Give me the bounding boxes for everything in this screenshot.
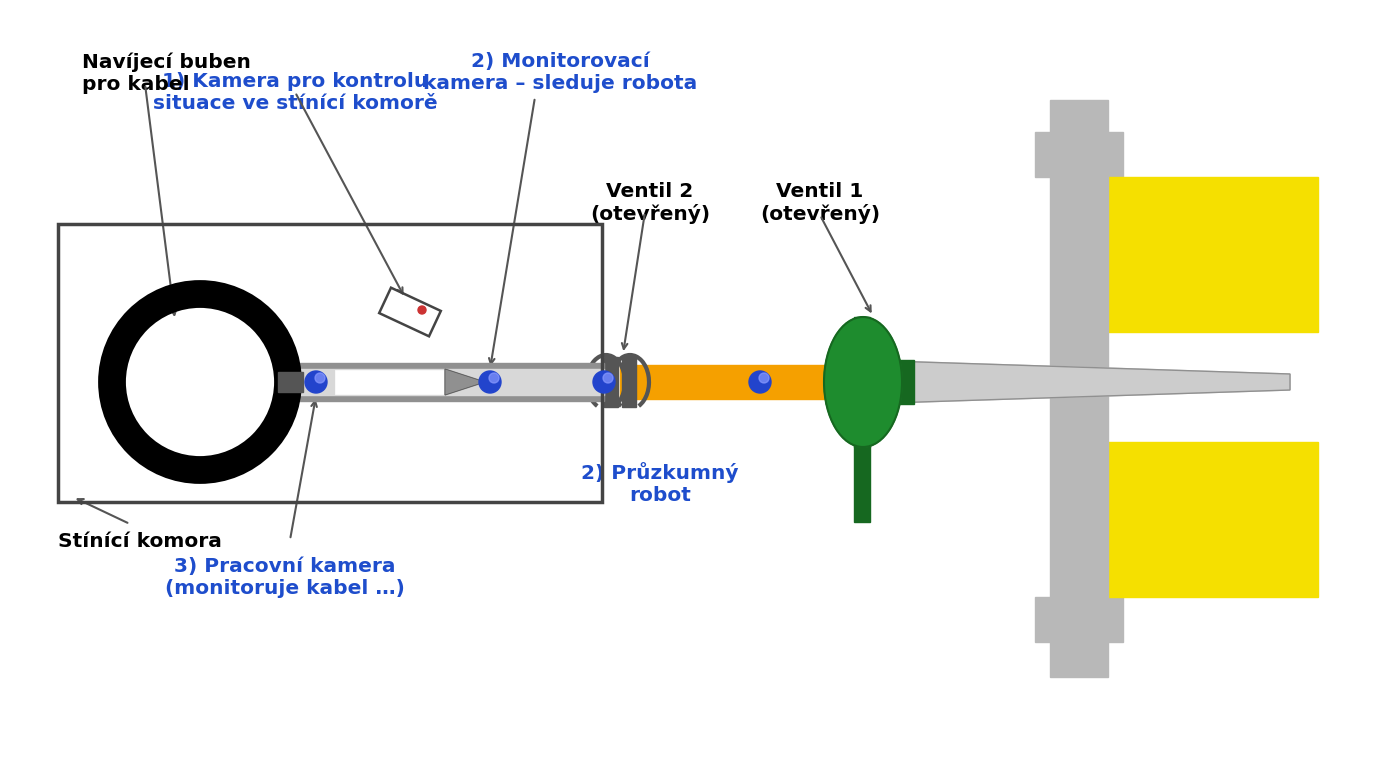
Circle shape (479, 371, 501, 393)
Text: 2) Monitorovací
kamera – sleduje robota: 2) Monitorovací kamera – sleduje robota (422, 52, 697, 93)
Text: 3) Pracovní kamera
(monitoruje kabel …): 3) Pracovní kamera (monitoruje kabel …) (165, 557, 404, 598)
Bar (58, 224, 602, 502)
Circle shape (759, 373, 769, 383)
Circle shape (602, 373, 614, 383)
Bar (278, 372, 303, 392)
Bar (855, 442, 870, 522)
Bar (896, 360, 914, 404)
Bar (335, 370, 445, 394)
Text: 2) Průzkumný
robot: 2) Průzkumný robot (582, 462, 738, 505)
Bar (604, 357, 618, 407)
Circle shape (749, 371, 771, 393)
Text: 1) Kamera pro kontrolu
situace ve stínící komorě: 1) Kamera pro kontrolu situace ve stíníc… (152, 72, 438, 113)
Bar (1035, 597, 1123, 642)
Circle shape (593, 371, 615, 393)
Circle shape (418, 306, 427, 314)
Text: Ventil 2
(otevřený): Ventil 2 (otevřený) (590, 182, 711, 224)
Bar (622, 357, 636, 407)
Bar (1050, 100, 1108, 677)
Polygon shape (445, 369, 485, 395)
Text: Stínící komora: Stínící komora (58, 532, 222, 551)
Text: Navíjecí buben
pro kabel: Navíjecí buben pro kabel (82, 52, 251, 93)
Text: Průchodka
X-100B: Průchodka X-100B (1169, 232, 1291, 273)
Circle shape (314, 373, 325, 383)
Bar (825, 360, 843, 404)
Bar (1108, 177, 1319, 332)
Text: Ventil 1
(otevřený): Ventil 1 (otevřený) (760, 182, 879, 224)
Ellipse shape (824, 317, 902, 447)
Bar (1035, 132, 1123, 177)
Circle shape (305, 371, 327, 393)
Circle shape (489, 373, 499, 383)
Bar (1108, 442, 1319, 597)
Bar (283, 363, 604, 401)
Bar (855, 317, 870, 447)
Polygon shape (857, 360, 1289, 404)
Bar (283, 369, 604, 395)
Bar (620, 365, 825, 399)
